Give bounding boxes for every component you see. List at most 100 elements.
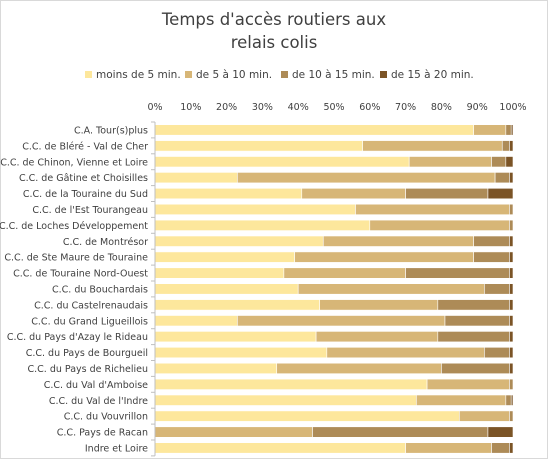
bar-segment-3: [491, 156, 507, 168]
category-label: C.C. du Val d'Amboise: [44, 380, 148, 391]
bar-segment-2: [301, 188, 406, 200]
bar-segment-3: [505, 124, 512, 136]
bar-segment-2: [319, 299, 439, 311]
bar-segment-4: [509, 299, 514, 311]
bar-segment-4: [509, 362, 514, 375]
bar-segment-1: [154, 203, 356, 215]
legend-label-15-20: de 15 à 20 min.: [391, 69, 474, 81]
bar-segment-4: [509, 251, 514, 263]
category-label: C.C. du Pays de Bourgueil: [26, 348, 148, 359]
bar-segment-3: [441, 362, 510, 375]
category-label: C.C. de Chinon, Vienne et Loire: [0, 157, 148, 168]
x-tick-label: 100%: [499, 102, 526, 113]
bar-segment-2: [283, 267, 406, 279]
bar-segment-2: [473, 124, 507, 136]
bar-segment-4: [487, 188, 514, 200]
category-label: C.C. du Pays d'Azay le Rideau: [7, 332, 148, 343]
bar-segment-1: [154, 362, 278, 375]
x-tick-label: 10%: [180, 102, 201, 113]
bar-segment-2: [426, 378, 510, 390]
x-tick-label: 50%: [323, 102, 344, 113]
bar-segment-2: [297, 283, 485, 295]
bar-segment-3: [494, 172, 510, 184]
bar-segment-4: [509, 267, 514, 279]
bar-segment-1: [154, 172, 238, 184]
bar-segment-1: [154, 219, 371, 231]
bar-segment-3: [473, 235, 510, 247]
bar-segment-3: [405, 188, 489, 200]
category-label: C.C. du Vouvrillon: [64, 412, 148, 423]
bar-segment-2: [322, 235, 474, 247]
bar-segment-1: [154, 283, 299, 295]
bar-segment-1: [154, 315, 238, 327]
bar-segment-1: [154, 156, 410, 168]
bar-segment-1: [154, 235, 324, 247]
bar-segment-2: [355, 203, 510, 215]
category-label: C.C. du Pays de Richelieu: [28, 364, 148, 375]
bar-segment-3: [473, 251, 510, 263]
bar-segment-1: [154, 124, 474, 136]
bar-segment-3: [505, 394, 512, 406]
bar-segment-4: [510, 394, 514, 406]
category-label: C.C. de Touraine Nord-Ouest: [13, 269, 148, 280]
bar-segment-1: [154, 267, 285, 279]
bar-segment-2: [315, 331, 439, 343]
category-label: C.C. du Grand Ligueillois: [31, 316, 148, 327]
category-label: C.C. de Ste Maure de Touraine: [4, 253, 148, 264]
bar-segment-2: [326, 346, 485, 359]
x-tick-label: 80%: [431, 102, 452, 113]
chart-title-line-2: relais colis: [230, 33, 318, 52]
bar-segment-4: [505, 156, 514, 168]
bar-segment-2: [369, 219, 510, 231]
bar-segment-2: [237, 315, 446, 327]
bar-segment-3: [484, 283, 510, 295]
category-label: C.C. du Castelrenaudais: [34, 300, 148, 311]
category-label: C.C. de Montrésor: [63, 237, 148, 248]
bar-segment-2: [154, 426, 313, 438]
legend-swatch-15-20: [380, 71, 387, 78]
category-label: C.C. du Bouchardais: [52, 284, 148, 295]
bar-segment-3: [444, 315, 510, 327]
legend-swatch-5-10: [185, 71, 192, 78]
bar-segment-1: [154, 378, 428, 390]
bar-segment-2: [408, 156, 492, 168]
bar-segment-1: [154, 394, 417, 406]
bar-segment-3: [312, 426, 489, 438]
bar-segment-1: [154, 140, 363, 152]
bar-segment-3: [509, 219, 514, 231]
category-label: C.C. de Gâtine et Choisilles: [19, 173, 148, 184]
bar-segment-4: [509, 140, 514, 152]
bar-segment-4: [509, 172, 514, 184]
bar-segment-1: [154, 299, 320, 311]
bar-segment-2: [237, 172, 496, 184]
category-label: C.C. de Bléré - Val de Cher: [22, 141, 148, 152]
legend-label-10-15: de 10 à 15 min.: [292, 69, 375, 81]
bar-segment-4: [509, 442, 514, 454]
legend-label-lt5: moins de 5 min.: [96, 69, 181, 81]
category-label: C.A. Tour(s)plus: [74, 125, 148, 136]
bar-segment-3: [405, 267, 510, 279]
x-tick-label: 0%: [147, 102, 162, 113]
category-label: C.C. de l'Est Tourangeau: [32, 205, 148, 216]
category-label: Indre et Loire: [85, 443, 148, 454]
x-tick-label: 70%: [395, 102, 416, 113]
legend-label-5-10: de 5 à 10 min.: [196, 69, 273, 81]
bar-segment-3: [491, 442, 510, 454]
chart-title-line-1: Temps d'accès routiers aux: [161, 10, 387, 29]
bar-segment-3: [484, 346, 510, 359]
bar-segment-2: [405, 442, 492, 454]
bar-segment-2: [276, 362, 442, 375]
bar-segment-1: [154, 346, 328, 359]
bar-segment-4: [509, 346, 514, 359]
bar-segment-4: [487, 426, 514, 438]
bar-segment-3: [509, 410, 514, 422]
bar-segment-1: [154, 331, 317, 343]
category-label: C.C. du Val de l'Indre: [49, 396, 148, 407]
bar-segment-2: [416, 394, 507, 406]
bar-segment-3: [437, 331, 510, 343]
x-tick-label: 60%: [359, 102, 380, 113]
bar-segment-2: [458, 410, 510, 422]
x-tick-label: 20%: [216, 102, 237, 113]
bar-segment-1: [154, 442, 406, 454]
